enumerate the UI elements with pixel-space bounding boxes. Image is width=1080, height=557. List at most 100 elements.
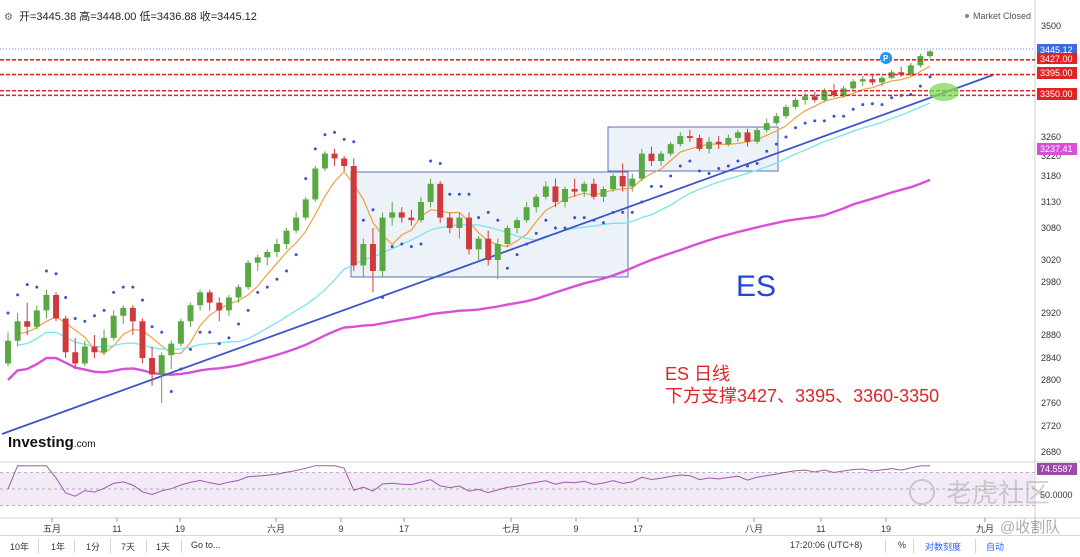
settings-icon[interactable]: ⚙	[4, 12, 13, 23]
candle	[33, 305, 40, 330]
candle	[245, 260, 252, 290]
candle-body	[667, 144, 674, 154]
candle	[187, 302, 194, 327]
candle	[494, 238, 501, 280]
chart: ⚙ 开=3445.38 高=3448.00 低=3436.88 收=3445.1…	[0, 0, 1080, 535]
range-10y[interactable]: 10年	[10, 542, 30, 552]
sar-dot	[726, 164, 730, 168]
candle-body	[168, 343, 175, 356]
candle-body	[43, 294, 50, 311]
candle-body	[658, 153, 665, 161]
candle	[216, 297, 223, 322]
sar-dot	[429, 159, 433, 163]
clock-readout: 17:20:06 (UTC+8)	[790, 540, 863, 550]
candle	[562, 186, 569, 208]
sar-dot	[198, 330, 202, 334]
sar-dot	[467, 192, 471, 196]
sar-dot	[25, 283, 29, 287]
candle	[43, 289, 50, 319]
y-tick-label: 2680	[1041, 447, 1061, 457]
x-axis[interactable]: 五月 11 19 六月 9 17 七月 9 17 八月 11 19 九月	[43, 518, 994, 534]
svg-text:3350.00: 3350.00	[1040, 89, 1073, 99]
candle	[62, 315, 69, 358]
candle-body	[485, 238, 492, 260]
sar-dot	[525, 242, 529, 246]
candle-body	[562, 189, 569, 202]
sar-dot	[755, 162, 759, 165]
sar-dot	[35, 285, 39, 289]
sar-dot	[563, 226, 567, 230]
range-1y[interactable]: 1年	[51, 542, 66, 552]
candle	[571, 178, 578, 197]
candle-body	[782, 106, 789, 117]
sar-dot	[601, 221, 605, 225]
candle-body	[466, 217, 472, 250]
sar-dot	[784, 135, 788, 139]
sar-dot	[121, 285, 125, 289]
svg-text:3427.00: 3427.00	[1040, 54, 1073, 64]
sar-dot	[717, 167, 721, 170]
candle-body	[542, 186, 549, 197]
range-1m[interactable]: 1分	[86, 542, 101, 552]
candle	[283, 228, 290, 250]
x-tick-label: 七月	[502, 524, 520, 534]
sar-dot	[851, 107, 855, 111]
candle	[197, 289, 204, 311]
candle-body	[869, 79, 876, 83]
support-lines	[0, 48, 1035, 97]
sar-dot	[64, 296, 68, 299]
sar-dot	[822, 119, 826, 123]
candle	[879, 75, 885, 87]
y-tick-label: 2840	[1041, 353, 1061, 363]
x-tick-label: 17	[633, 524, 643, 534]
sar-dot	[880, 103, 884, 107]
range-1d[interactable]: 1天	[156, 542, 171, 552]
x-tick-label: 八月	[745, 524, 763, 534]
candle	[206, 289, 213, 311]
candle	[792, 97, 799, 110]
percent-toggle[interactable]: %	[898, 540, 907, 550]
sar-dot	[304, 177, 308, 181]
x-tick-label: 19	[881, 524, 891, 534]
candle-body	[437, 183, 444, 218]
candle	[706, 137, 713, 154]
candle-body	[927, 51, 933, 57]
candle	[658, 151, 665, 166]
candle-body	[811, 96, 818, 100]
auto-scale-toggle[interactable]: 自动	[986, 542, 1005, 552]
candle	[811, 91, 818, 103]
y-tick-label: 2800	[1041, 375, 1061, 385]
sar-dot	[649, 184, 653, 188]
y-tick-label: 3500	[1041, 21, 1061, 31]
range-7d[interactable]: 7天	[121, 542, 136, 552]
sar-dot	[112, 290, 116, 294]
x-tick-label: 19	[175, 524, 185, 534]
candle	[379, 212, 386, 277]
sar-dot	[169, 390, 173, 393]
candle	[389, 202, 396, 226]
candle	[869, 74, 876, 86]
p-marker[interactable]	[880, 52, 892, 64]
candle	[715, 136, 722, 149]
svg-text:3395.00: 3395.00	[1040, 68, 1073, 78]
price-tag-ma: 3237.41	[1037, 143, 1077, 155]
candle-body	[686, 136, 693, 138]
candle-body	[533, 196, 540, 208]
sar-dot	[6, 311, 10, 315]
candle	[302, 196, 309, 221]
log-scale-toggle[interactable]: 对数刻度	[925, 542, 962, 552]
candle-body	[725, 137, 732, 145]
candle-body	[504, 228, 511, 244]
svg-text:3237.41: 3237.41	[1040, 144, 1073, 154]
y-axis[interactable]: 2680 2720 2760 2800 2840 2880 2920 2980 3020 3080…	[1041, 21, 1061, 457]
candle	[418, 196, 424, 223]
sar-dot	[227, 336, 231, 340]
sar-dot	[275, 277, 279, 281]
price-tag-3427: 3427.00	[1037, 53, 1077, 64]
sar-dot	[140, 298, 144, 302]
candle-body	[264, 252, 271, 258]
y-tick-label: 2880	[1041, 330, 1061, 340]
candle-body	[456, 217, 463, 228]
candle	[600, 186, 607, 202]
goto-button[interactable]: Go to...	[191, 540, 221, 550]
